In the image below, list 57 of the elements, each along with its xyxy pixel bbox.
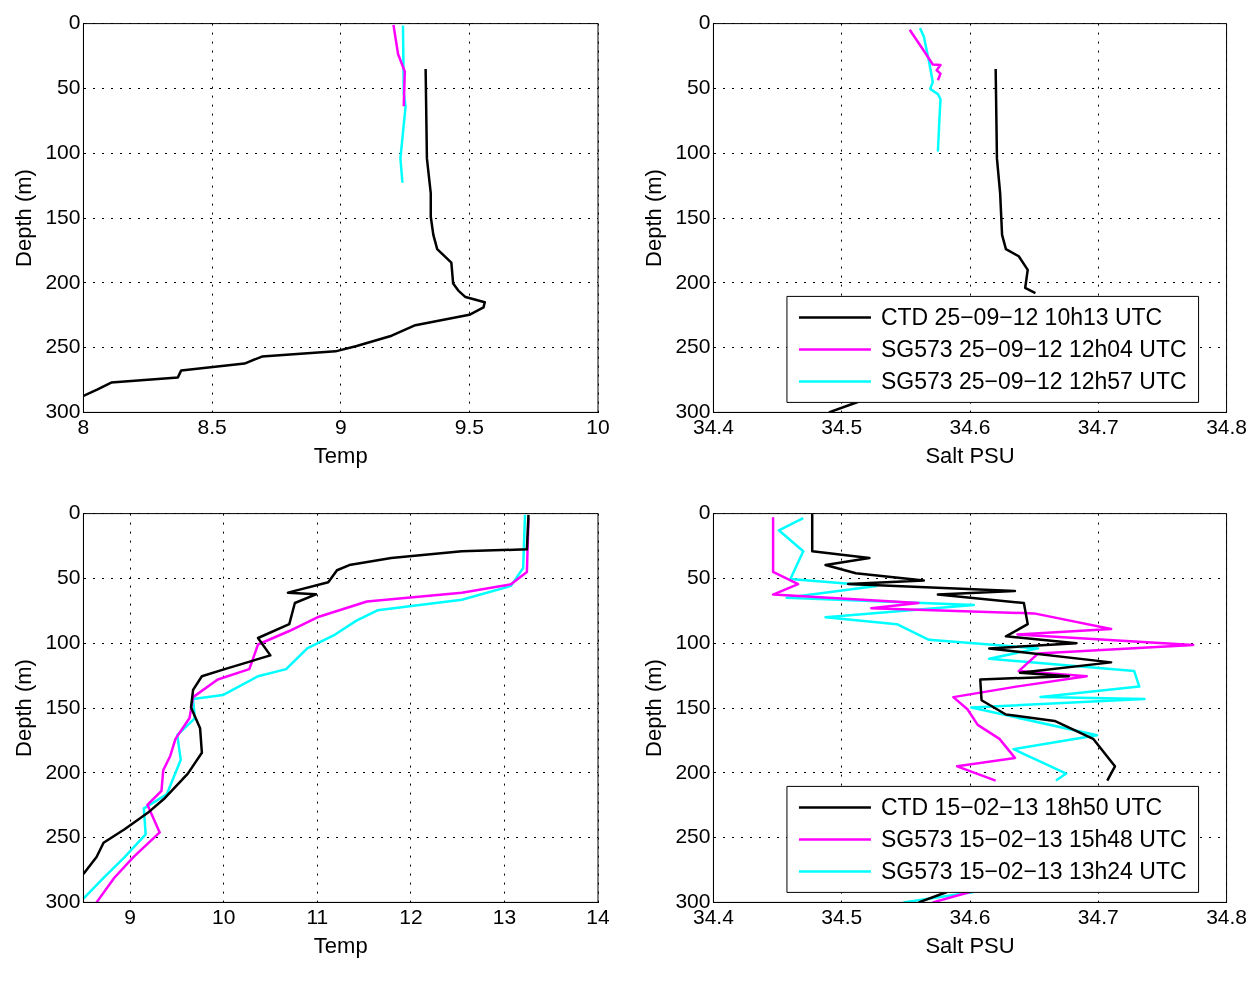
- y-tick-label: 50: [687, 75, 711, 99]
- x-tick-label: 10: [212, 904, 236, 928]
- x-tick-label: 34.6: [949, 414, 991, 438]
- legend-label: SG573 15−02−13 13h24 UTC: [880, 857, 1187, 884]
- x-tick-label: 12: [399, 904, 423, 928]
- x-tick-label: 14: [586, 904, 610, 928]
- y-tick-label: 150: [45, 694, 81, 718]
- y-axis-title: Depth (m): [641, 659, 667, 757]
- x-tick-label: 9.5: [454, 414, 484, 438]
- y-tick-label: 250: [45, 334, 81, 358]
- y-tick-label: 50: [57, 565, 81, 589]
- x-axis-title: Temp: [313, 442, 368, 468]
- legend-label: SG573 25−09−12 12h04 UTC: [880, 335, 1187, 362]
- y-tick-label: 250: [675, 334, 711, 358]
- x-tick-label: 34.7: [1077, 414, 1119, 438]
- y-axis-title: Depth (m): [11, 169, 37, 267]
- y-tick-label: 0: [68, 500, 81, 524]
- x-tick-label: 8.5: [197, 414, 227, 438]
- y-tick-label: 50: [57, 75, 81, 99]
- x-tick-label: 34.6: [949, 904, 991, 928]
- y-tick-label: 200: [675, 759, 711, 783]
- x-axis-title: Salt PSU: [925, 442, 1015, 468]
- y-tick-label: 200: [675, 269, 711, 293]
- y-tick-label: 150: [675, 694, 711, 718]
- y-tick-label: 100: [45, 140, 81, 163]
- x-tick-label: 34.8: [1206, 904, 1247, 928]
- y-tick-label: 100: [45, 630, 81, 653]
- x-axis-title: Salt PSU: [925, 932, 1015, 958]
- x-axis-title: Temp: [313, 932, 368, 958]
- y-tick-label: 250: [675, 824, 711, 848]
- y-tick-label: 150: [45, 204, 81, 228]
- legend-label: CTD 25−09−12 10h13 UTC: [880, 303, 1163, 330]
- y-tick-label: 200: [45, 269, 81, 293]
- x-tick-label: 34.5: [821, 414, 863, 438]
- legend-label: SG573 15−02−13 15h48 UTC: [880, 825, 1187, 852]
- y-tick-label: 100: [675, 140, 711, 163]
- x-tick-label: 13: [492, 904, 517, 928]
- y-tick-label: 0: [68, 10, 81, 34]
- legend-label: SG573 25−09−12 12h57 UTC: [880, 367, 1187, 394]
- y-tick-label: 250: [45, 824, 81, 848]
- x-tick-label: 9: [334, 414, 347, 438]
- x-tick-label: 34.8: [1206, 414, 1247, 438]
- y-axis-title: Depth (m): [641, 169, 667, 267]
- y-tick-label: 0: [698, 500, 711, 524]
- x-tick-label: 34.5: [821, 904, 863, 928]
- y-tick-label: 100: [675, 630, 711, 653]
- y-tick-label: 50: [687, 565, 711, 589]
- x-tick-label: 9: [124, 904, 137, 928]
- y-tick-label: 150: [675, 204, 711, 228]
- x-tick-label: 11: [306, 904, 329, 928]
- legend-label: CTD 15−02−13 18h50 UTC: [880, 793, 1163, 820]
- y-tick-label: 200: [45, 759, 81, 783]
- x-tick-label: 10: [586, 414, 610, 438]
- y-tick-label: 0: [698, 10, 711, 34]
- y-axis-title: Depth (m): [11, 659, 37, 757]
- x-tick-label: 34.7: [1077, 904, 1119, 928]
- y-tick-label: 300: [45, 889, 81, 913]
